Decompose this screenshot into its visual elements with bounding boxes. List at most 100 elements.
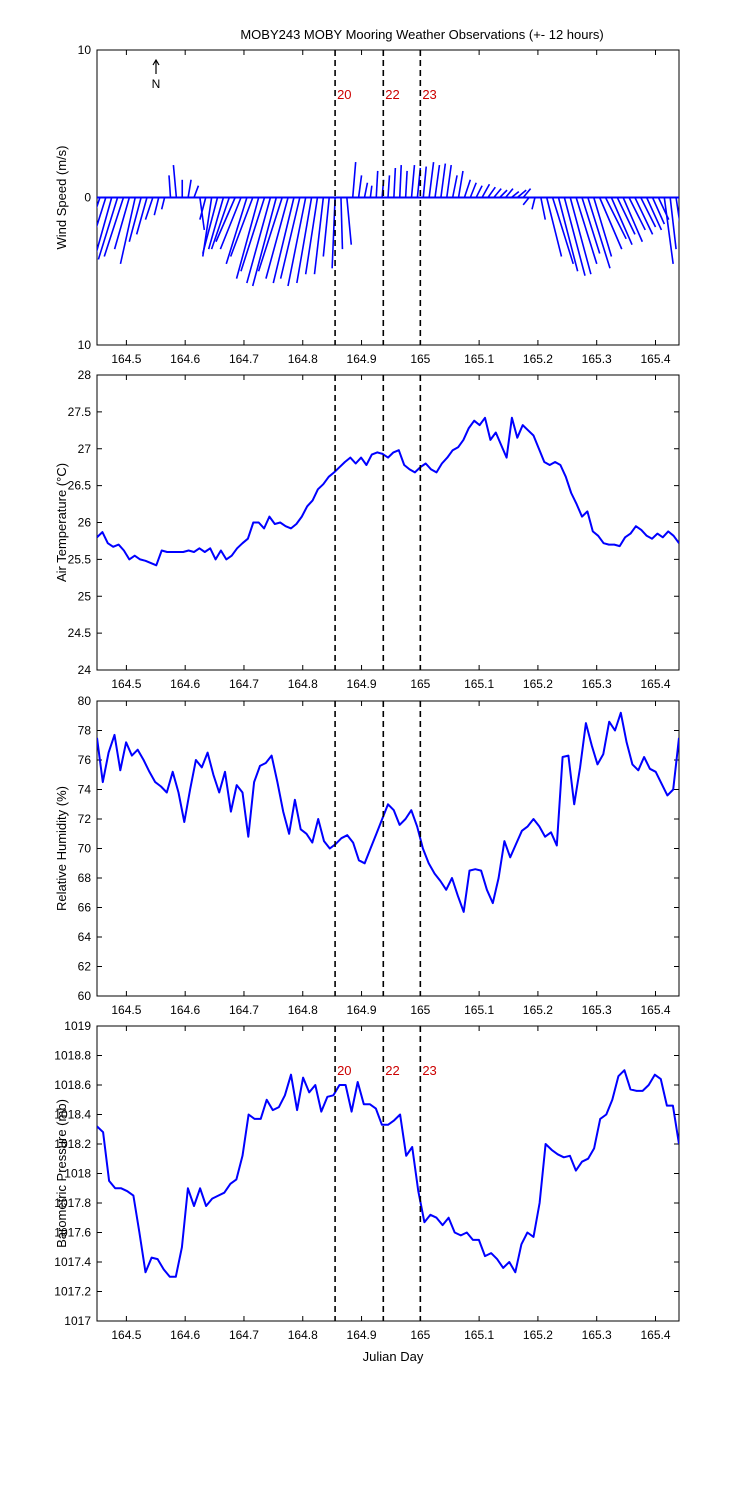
wind-vector — [168, 175, 172, 198]
plot-area — [97, 711, 679, 913]
x-tick-label: 164.5 — [111, 1003, 141, 1017]
data-series-line — [97, 1069, 679, 1278]
wind-vector — [369, 185, 373, 198]
x-tick-label: 165.4 — [640, 677, 670, 691]
wind-vector — [563, 197, 586, 276]
wind-vector — [522, 197, 530, 206]
wind-vector — [592, 197, 613, 257]
y-tick-label: 70 — [78, 842, 92, 856]
marker-label: 23 — [422, 1063, 436, 1078]
wind-vector — [516, 189, 527, 199]
x-tick-label: 164.9 — [347, 677, 377, 691]
wind-vector — [351, 162, 357, 198]
x-tick-label: 165.1 — [464, 1328, 494, 1342]
x-tick-label: 165.1 — [464, 1003, 494, 1017]
wind-vector — [551, 197, 575, 265]
y-tick-label: 27.5 — [68, 405, 92, 419]
y-tick-label: 1019 — [64, 1019, 91, 1033]
marker-label: 23 — [422, 87, 436, 102]
plot-area — [97, 162, 679, 287]
wind-vector — [475, 185, 483, 198]
x-tick-label: 165 — [410, 352, 430, 366]
wind-vector — [404, 170, 408, 198]
x-tick-label: 165.3 — [582, 1328, 612, 1342]
y-tick-label: 27 — [78, 442, 92, 456]
x-tick-label: 165.2 — [523, 1328, 553, 1342]
wind-vector — [229, 197, 254, 257]
x-tick-label: 164.9 — [347, 352, 377, 366]
wind-vector — [393, 167, 397, 198]
wind-vector — [587, 197, 611, 269]
y-tick-label: 24.5 — [68, 626, 92, 640]
wind-vector — [279, 197, 301, 279]
wind-vector — [207, 197, 225, 250]
wind-vector — [622, 197, 644, 243]
x-tick-label: 165.2 — [523, 1003, 553, 1017]
y-tick-label: 1018.2 — [54, 1137, 91, 1151]
plot-area — [97, 1069, 679, 1278]
panel-0: 164.5 164.6 164.7 164.8 164.9 165 165.1 165.2 16… — [54, 43, 680, 366]
y-tick-label: 72 — [78, 812, 92, 826]
y-tick-label: 78 — [78, 724, 92, 738]
x-tick-label: 164.9 — [347, 1328, 377, 1342]
wind-vector — [251, 197, 278, 287]
wind-vector — [557, 197, 579, 272]
wind-vector — [346, 197, 353, 245]
wind-vector — [215, 197, 236, 243]
x-tick-label: 165.2 — [523, 352, 553, 366]
y-tick-label: 26 — [78, 516, 92, 530]
wind-vector — [434, 164, 441, 198]
y-tick-label: 0 — [84, 191, 91, 205]
y-tick-label: 1018.6 — [54, 1078, 91, 1092]
wind-vector — [272, 197, 295, 284]
wind-vector — [581, 197, 601, 254]
x-tick-label: 164.9 — [347, 1003, 377, 1017]
x-tick-label: 165.1 — [464, 352, 494, 366]
x-tick-label: 164.6 — [170, 1328, 200, 1342]
wind-vector — [645, 197, 663, 231]
wind-vector — [363, 182, 369, 198]
x-tick-label: 165.3 — [582, 677, 612, 691]
x-tick-label: 164.7 — [229, 352, 259, 366]
wind-vector — [445, 164, 453, 198]
x-axis-label: Julian Day — [363, 1349, 424, 1364]
y-tick-label: 1017 — [64, 1314, 91, 1328]
wind-vector — [663, 197, 674, 264]
y-tick-label: 10 — [78, 43, 92, 57]
x-tick-label: 164.8 — [288, 1328, 318, 1342]
marker-label: 22 — [385, 87, 399, 102]
wind-vector — [569, 197, 592, 275]
wind-vector — [463, 179, 472, 198]
wind-vector — [144, 197, 154, 220]
wind-vector — [246, 197, 272, 284]
wind-vector — [651, 197, 666, 225]
data-series-line — [97, 416, 679, 567]
wind-vector — [440, 163, 447, 198]
wind-vector — [304, 197, 319, 275]
x-tick-label: 164.8 — [288, 677, 318, 691]
wind-vector — [113, 197, 131, 250]
x-tick-label: 165.3 — [582, 352, 612, 366]
y-tick-label: 24 — [78, 663, 92, 677]
wind-vector — [322, 197, 331, 257]
x-tick-label: 164.7 — [229, 677, 259, 691]
wind-vector — [287, 197, 307, 287]
x-tick-label: 164.5 — [111, 677, 141, 691]
y-tick-label: 1017.2 — [54, 1285, 91, 1299]
wind-vector — [103, 197, 125, 257]
y-tick-label: 25.5 — [68, 552, 92, 566]
wind-vector — [522, 188, 532, 199]
x-tick-label: 164.6 — [170, 352, 200, 366]
wind-vector — [160, 197, 166, 210]
wind-vector — [487, 186, 496, 198]
wind-vector — [219, 197, 242, 250]
wind-vector — [257, 197, 283, 272]
wind-vector — [331, 197, 336, 269]
y-tick-label: 74 — [78, 783, 92, 797]
x-tick-label: 164.5 — [111, 1328, 141, 1342]
x-tick-label: 164.6 — [170, 1003, 200, 1017]
x-tick-label: 165 — [410, 1328, 430, 1342]
wind-vector — [240, 197, 266, 272]
y-tick-label: 60 — [78, 989, 92, 1003]
y-tick-label: 10 — [78, 338, 92, 352]
